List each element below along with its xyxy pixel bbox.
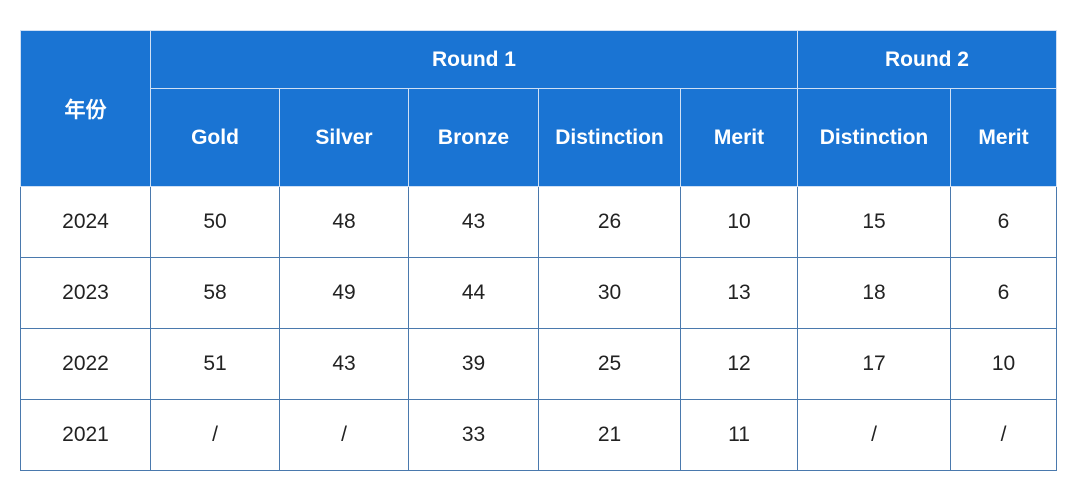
value-cell: / bbox=[950, 399, 1057, 471]
results-table: 年份 Round 1 Round 2 Gold Silver Bronze Distin… bbox=[20, 30, 1057, 471]
table-header: 年份 Round 1 Round 2 Gold Silver Bronze Distin… bbox=[20, 30, 1057, 187]
year-cell: 2022 bbox=[20, 328, 151, 400]
value-cell: 58 bbox=[150, 257, 280, 329]
value-cell: 6 bbox=[950, 186, 1057, 258]
value-cell: 30 bbox=[538, 257, 681, 329]
value-cell: 49 bbox=[279, 257, 409, 329]
column-header: Bronze bbox=[408, 88, 539, 187]
year-cell: 2023 bbox=[20, 257, 151, 329]
year-header: 年份 bbox=[20, 30, 151, 187]
value-cell: 17 bbox=[797, 328, 951, 400]
value-cell: / bbox=[797, 399, 951, 471]
value-cell: 33 bbox=[408, 399, 539, 471]
table-row: 2022 51 43 39 25 12 17 10 bbox=[20, 328, 1057, 400]
value-cell: 15 bbox=[797, 186, 951, 258]
round-header: Round 2 bbox=[797, 30, 1057, 89]
value-cell: 10 bbox=[680, 186, 798, 258]
header-row: Gold Silver Bronze Distinction Merit Distinct… bbox=[21, 88, 1057, 187]
value-cell: 48 bbox=[279, 186, 409, 258]
column-header: Distinction bbox=[797, 88, 951, 187]
value-cell: 44 bbox=[408, 257, 539, 329]
value-cell: 25 bbox=[538, 328, 681, 400]
value-cell: 26 bbox=[538, 186, 681, 258]
column-header: Merit bbox=[950, 88, 1057, 187]
value-cell: 43 bbox=[279, 328, 409, 400]
value-cell: 39 bbox=[408, 328, 539, 400]
year-cell: 2021 bbox=[20, 399, 151, 471]
table-row: 2024 50 48 43 26 10 15 6 bbox=[20, 186, 1057, 258]
value-cell: / bbox=[279, 399, 409, 471]
value-cell: 21 bbox=[538, 399, 681, 471]
value-cell: 6 bbox=[950, 257, 1057, 329]
value-cell: 18 bbox=[797, 257, 951, 329]
table-row: 2023 58 49 44 30 13 18 6 bbox=[20, 257, 1057, 329]
value-cell: 51 bbox=[150, 328, 280, 400]
column-header: Gold bbox=[150, 88, 280, 187]
value-cell: 12 bbox=[680, 328, 798, 400]
year-cell: 2024 bbox=[20, 186, 151, 258]
column-header: Merit bbox=[680, 88, 798, 187]
column-header: Silver bbox=[279, 88, 409, 187]
table-body: 2024 50 48 43 26 10 15 6 2023 58 49 44 30 13 18 6 2022 51… bbox=[20, 186, 1057, 471]
value-cell: 43 bbox=[408, 186, 539, 258]
table-row: 2021//33 21 11// bbox=[20, 399, 1057, 471]
column-header: Distinction bbox=[538, 88, 681, 187]
value-cell: / bbox=[150, 399, 280, 471]
header-row: 年份 Round 1 Round 2 bbox=[20, 30, 1057, 187]
round-header: Round 1 bbox=[150, 30, 798, 89]
value-cell: 50 bbox=[150, 186, 280, 258]
value-cell: 13 bbox=[680, 257, 798, 329]
value-cell: 11 bbox=[680, 399, 798, 471]
value-cell: 10 bbox=[950, 328, 1057, 400]
